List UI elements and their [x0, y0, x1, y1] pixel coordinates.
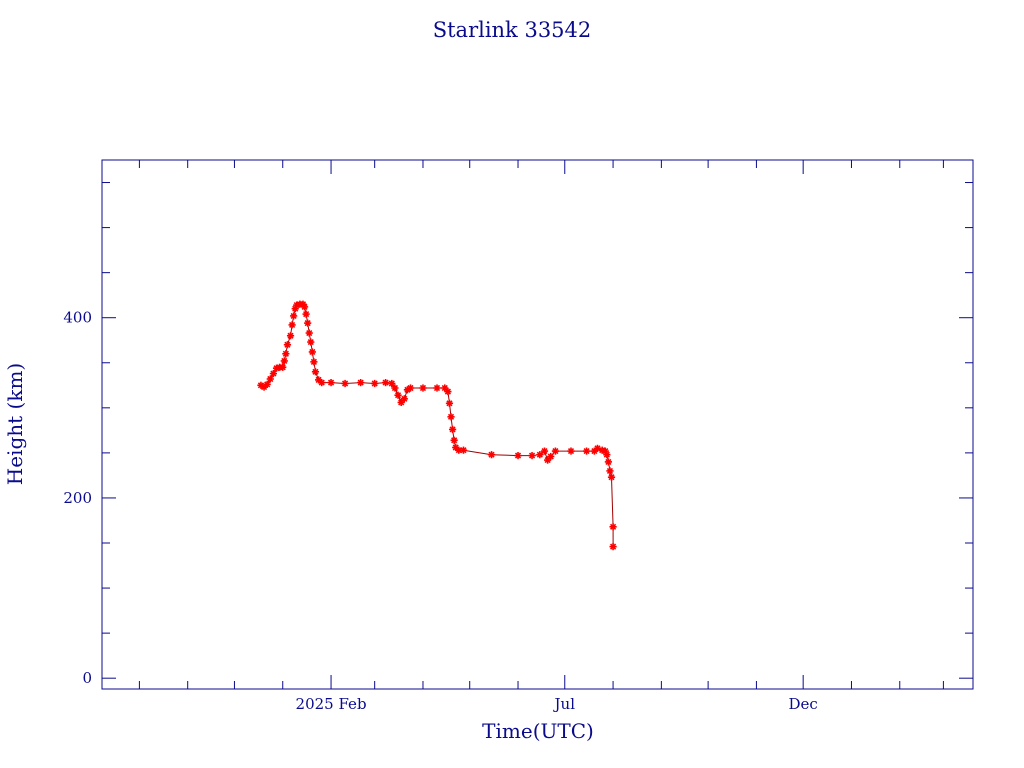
y-tick-label: 200 [63, 489, 92, 507]
data-point [400, 395, 408, 403]
data-point [609, 543, 617, 551]
data-point [551, 447, 560, 455]
x-tick-label: 2025 Feb [296, 695, 367, 713]
data-point [263, 380, 271, 388]
data-point [547, 452, 555, 461]
x-tick-label: Jul [553, 695, 576, 713]
tick-labels: 2025 Feb Jul Dec 0 200 400 [63, 309, 817, 713]
data-point [304, 319, 312, 327]
data-point [307, 338, 315, 346]
data-point [290, 312, 298, 320]
data-point [357, 378, 365, 387]
data-point [310, 358, 318, 366]
x-axis-label: Time(UTC) [482, 719, 594, 743]
data-point [450, 436, 458, 444]
major-ticks [102, 160, 973, 689]
data-point [300, 303, 309, 311]
data-point [302, 310, 310, 318]
data-point [582, 447, 591, 455]
data-point [445, 399, 454, 407]
data-point [444, 388, 452, 396]
y-axis-label: Height (km) [3, 363, 27, 485]
data-point [388, 379, 396, 388]
data-point [305, 329, 313, 337]
minor-ticks [102, 160, 973, 689]
data-point [311, 368, 320, 376]
data-point [394, 391, 402, 399]
data-point [308, 348, 316, 356]
data-point [283, 341, 292, 349]
plot-frame [101, 159, 974, 690]
data-point [266, 375, 274, 383]
data-point [528, 451, 536, 460]
data-point [371, 379, 379, 388]
data-point [441, 384, 449, 392]
data-point [406, 384, 415, 392]
data-point [606, 467, 614, 475]
data-point [447, 413, 455, 421]
data-point [448, 425, 457, 434]
data-point [391, 384, 399, 392]
data-point [269, 369, 277, 378]
data-point [607, 473, 616, 481]
data-point [540, 447, 549, 455]
data-point [282, 350, 290, 358]
series-layer [257, 300, 617, 551]
data-point [487, 451, 496, 459]
data-point [514, 451, 522, 460]
data-point [604, 458, 612, 466]
y-tick-label: 0 [82, 669, 92, 687]
series-line [260, 303, 614, 547]
data-point [603, 451, 611, 459]
data-point [318, 378, 326, 387]
data-point [433, 384, 441, 392]
data-point [459, 446, 468, 454]
data-point [280, 357, 288, 365]
data-point [381, 378, 390, 387]
data-point [279, 363, 287, 371]
data-point [327, 378, 335, 387]
data-point [341, 379, 349, 388]
data-point [286, 332, 295, 340]
chart-title: Starlink 33542 [433, 18, 592, 42]
data-point [419, 384, 427, 392]
x-tick-label: Dec [789, 695, 818, 713]
y-tick-label: 400 [63, 309, 92, 327]
data-point [609, 523, 617, 531]
data-point [567, 447, 575, 455]
data-point [288, 321, 296, 329]
data-point [397, 398, 405, 407]
